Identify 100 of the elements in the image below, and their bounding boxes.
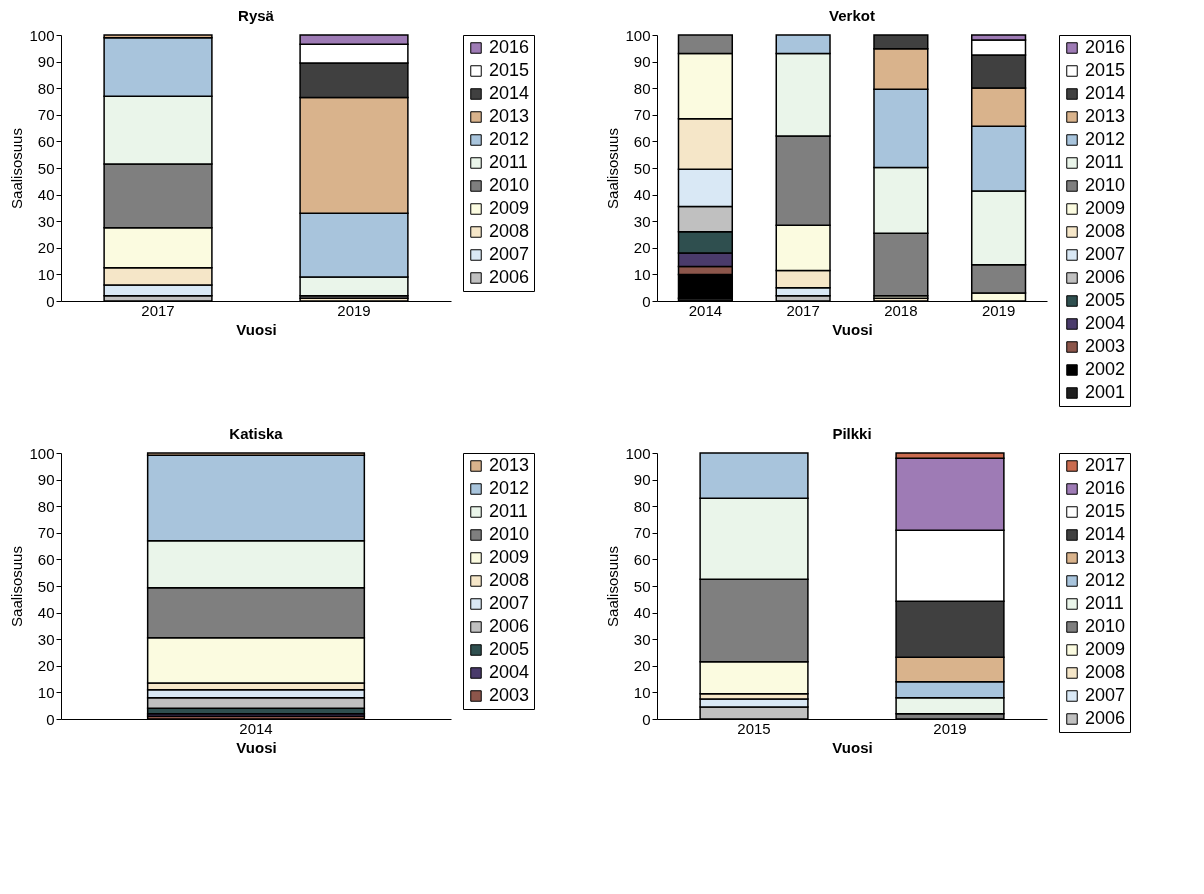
y-tick-label: 90 [37,53,55,71]
legend-label: 2011 [489,501,528,521]
y-tick-label: 50 [37,577,55,595]
y-tick-label: 40 [37,604,55,622]
x-tick-label: 2019 [981,301,1016,319]
y-tick-label: 100 [29,444,55,462]
legend-label: 2013 [489,455,530,475]
y-tick-label: 50 [633,159,651,177]
y-axis-title: Saalisosuus [8,546,26,627]
y-tick-label: 40 [37,186,55,204]
legend-label: 2010 [489,524,530,544]
y-tick-label: 60 [633,132,651,150]
legend-label: 2013 [489,106,530,126]
y-tick-label: 60 [37,550,55,568]
legend-label: 2006 [489,267,530,287]
legend-label: 2012 [489,129,530,149]
y-tick-label: 20 [633,239,651,257]
x-tick-label: 2019 [337,301,371,319]
y-tick-label: 0 [46,292,55,310]
y-tick-label: 60 [633,550,651,568]
y-tick-label: 100 [625,444,651,462]
x-axis-title: Vuosi [236,738,277,756]
y-tick-label: 50 [37,159,55,177]
y-tick-label: 40 [633,604,651,622]
legend-label: 2006 [489,616,530,636]
y-tick-label: 70 [37,524,55,542]
legend-label: 2004 [1085,313,1126,333]
y-axis-title: Saalisosuus [604,128,622,209]
legend-label: 2010 [1085,616,1126,636]
legend-label: 2008 [489,221,530,241]
y-tick-label: 70 [633,106,651,124]
legend-label: 2017 [1085,455,1126,475]
legend-label: 2007 [1085,685,1126,705]
x-tick-label: 2017 [141,301,175,319]
y-tick-label: 100 [29,26,55,44]
x-tick-label: 2018 [884,301,918,319]
legend-label: 2003 [489,685,530,705]
legend-label: 2013 [1085,106,1126,126]
y-tick-label: 10 [633,683,651,701]
legend-label: 2002 [1085,359,1126,379]
x-tick-label: 2017 [786,301,820,319]
legend-label: 2006 [1085,267,1126,287]
y-tick-label: 80 [37,79,55,97]
y-tick-label: 30 [37,630,55,648]
x-tick-label: 2015 [737,719,771,737]
x-tick-label: 2014 [239,719,273,737]
x-axis-title: Vuosi [832,320,873,338]
y-tick-label: 20 [633,657,651,675]
legend-label: 2015 [1085,60,1126,80]
y-tick-label: 30 [633,630,651,648]
legend-label: 2012 [1085,129,1126,149]
legend-label: 2011 [1085,152,1124,172]
y-tick-label: 10 [633,265,651,283]
legend-label: 2011 [489,152,528,172]
legend-label: 2012 [1085,570,1126,590]
y-tick-label: 10 [37,265,55,283]
y-tick-label: 40 [633,186,651,204]
y-tick-label: 80 [37,497,55,515]
y-tick-label: 0 [642,292,651,310]
legend-label: 2013 [1085,547,1126,567]
legend-label: 2010 [489,175,530,195]
y-tick-label: 0 [46,710,55,728]
legend-label: 2016 [489,37,530,57]
legend-label: 2003 [1085,336,1126,356]
y-tick-label: 50 [633,577,651,595]
legend-label: 2014 [1085,524,1126,544]
legend-label: 2007 [1085,244,1126,264]
chart-title: Katiska [229,425,284,442]
legend-label: 2004 [489,662,530,682]
y-tick-label: 0 [642,710,651,728]
y-tick-label: 20 [37,239,55,257]
legend-label: 2014 [489,83,530,103]
x-tick-label: 2019 [933,719,967,737]
legend-label: 2005 [1085,290,1126,310]
y-tick-label: 80 [633,79,651,97]
legend-label: 2009 [489,198,530,218]
y-tick-label: 30 [37,212,55,230]
legend-label: 2009 [1085,198,1126,218]
legend-label: 2014 [1085,83,1126,103]
legend-label: 2010 [1085,175,1126,195]
legend-label: 2008 [1085,221,1126,241]
legend-label: 2015 [489,60,530,80]
legend-label: 2007 [489,593,530,613]
chart-title: Pilkki [832,425,872,442]
legend-label: 2005 [489,639,530,659]
y-tick-label: 90 [633,471,651,489]
x-axis-title: Vuosi [236,320,277,338]
y-tick-label: 60 [37,132,55,150]
y-tick-label: 20 [37,657,55,675]
y-tick-label: 10 [37,683,55,701]
y-tick-label: 80 [633,497,651,515]
legend-label: 2007 [489,244,530,264]
legend-label: 2012 [489,478,530,498]
legend-label: 2016 [1085,478,1126,498]
legend-label: 2009 [489,547,530,567]
legend-label: 2016 [1085,37,1126,57]
chart-title: Verkot [829,7,875,24]
y-axis-title: Saalisosuus [604,546,622,627]
y-tick-label: 70 [633,524,651,542]
x-axis-title: Vuosi [832,738,873,756]
